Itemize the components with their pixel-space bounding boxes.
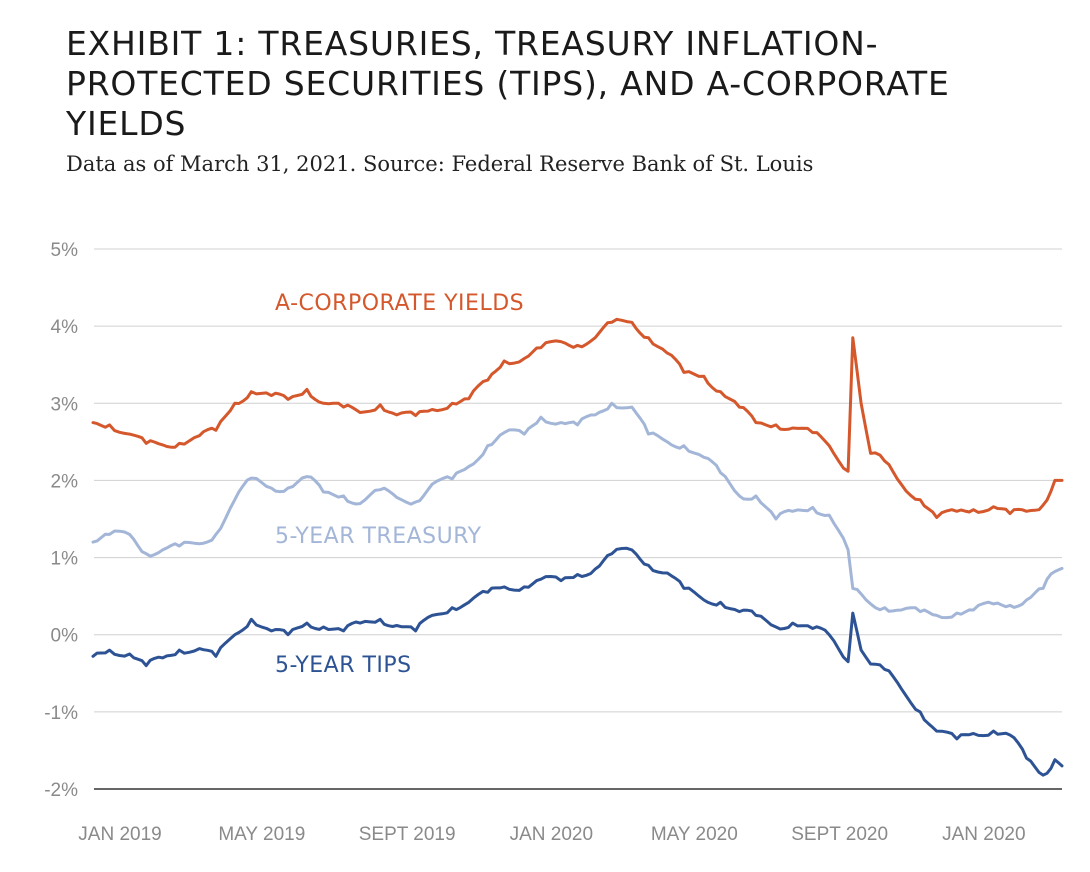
x-tick-label: SEPT 2020 [791, 824, 888, 845]
y-tick-label: 5% [51, 240, 79, 261]
series-line-1 [91, 401, 1064, 620]
grid [94, 248, 1062, 790]
x-tick-label: SEPT 2019 [359, 824, 456, 845]
y-tick-label: 0% [51, 626, 79, 647]
y-tick-label: -1% [44, 703, 78, 724]
x-tick-label: JAN 2020 [510, 824, 593, 845]
series-label-1: 5-YEAR TREASURY [275, 524, 482, 549]
y-tick-label: -2% [44, 780, 78, 801]
x-tick-label: JAN 2020 [942, 824, 1025, 845]
chart-title: EXHIBIT 1: TREASURIES, TREASURY INFLATIO… [66, 24, 950, 143]
series-line-0 [91, 317, 1064, 519]
series-label-0: A-CORPORATE YIELDS [275, 291, 524, 316]
y-axis-ticks: 5% 4% 3% 2% 1% 0% -1% -2% [44, 240, 78, 801]
x-tick-label: MAY 2020 [651, 824, 738, 845]
y-tick-label: 4% [51, 317, 79, 338]
series-labels: A-CORPORATE YIELDS 5-YEAR TREASURY 5-YEAR … [275, 291, 524, 678]
chart-subtitle: Data as of March 31, 2021. Source: Feder… [66, 152, 814, 176]
series-label-2: 5-YEAR TIPS [275, 653, 412, 678]
x-tick-label: MAY 2019 [218, 824, 305, 845]
x-tick-label: JAN 2019 [78, 824, 161, 845]
y-tick-label: 3% [51, 394, 79, 415]
y-tick-label: 2% [51, 471, 79, 492]
x-axis-ticks: JAN 2019 MAY 2019 SEPT 2019 JAN 2020 MAY 202… [78, 824, 1025, 845]
series-line-2 [91, 546, 1064, 777]
y-tick-label: 1% [51, 549, 79, 570]
series-lines [91, 317, 1064, 777]
